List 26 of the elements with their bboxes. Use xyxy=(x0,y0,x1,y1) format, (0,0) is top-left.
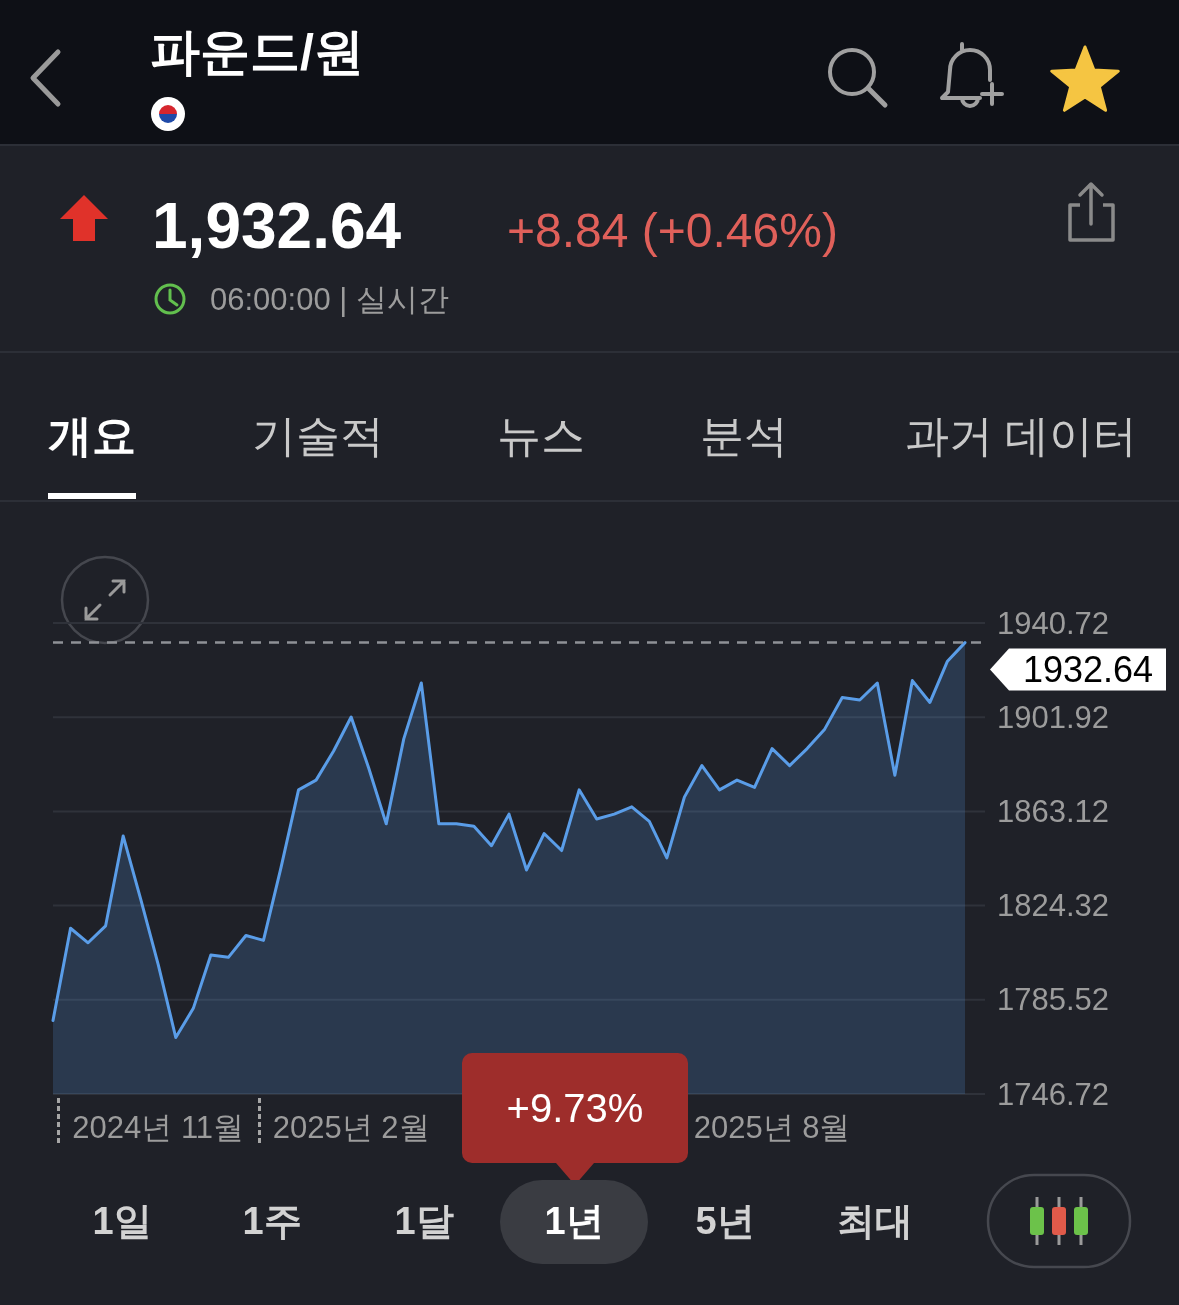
y-tick-label: 1863.12 xyxy=(997,793,1110,829)
annotation: +9.73% xyxy=(506,1086,644,1130)
y-tick-label: 1746.72 xyxy=(997,1076,1110,1112)
x-tick-label: 2025년 2월 xyxy=(272,1109,430,1145)
x-tick-label: 2024년 11월 xyxy=(72,1109,245,1145)
x-tick-label: 2025년 8월 xyxy=(693,1109,851,1145)
text: 최대 xyxy=(837,1200,913,1242)
text: 1일 xyxy=(92,1200,152,1242)
chart-title: 파운드/원 xyxy=(150,24,364,80)
text: 분석 xyxy=(700,410,788,460)
ref-line-label: 1932.64 xyxy=(1022,649,1154,691)
text: +8.84 (+0.46%) xyxy=(507,203,838,257)
text: 1년 xyxy=(544,1200,604,1242)
text: 06:00:00 | 실시간 xyxy=(210,281,449,317)
text: 과거 데이터 xyxy=(905,410,1138,460)
y-tick-label: 1940.72 xyxy=(997,605,1110,641)
text: 뉴스 xyxy=(497,410,585,460)
text: 1주 xyxy=(242,1200,302,1242)
text: 5년 xyxy=(695,1200,755,1242)
text: 1,932.64 xyxy=(152,190,402,262)
text: 개요 xyxy=(48,410,136,460)
y-tick-label: 1824.32 xyxy=(997,888,1110,924)
text: 1달 xyxy=(394,1200,454,1242)
y-tick-label: 1785.52 xyxy=(997,982,1110,1018)
y-tick-label: 1901.92 xyxy=(997,699,1110,735)
text: 기술적 xyxy=(252,410,384,460)
